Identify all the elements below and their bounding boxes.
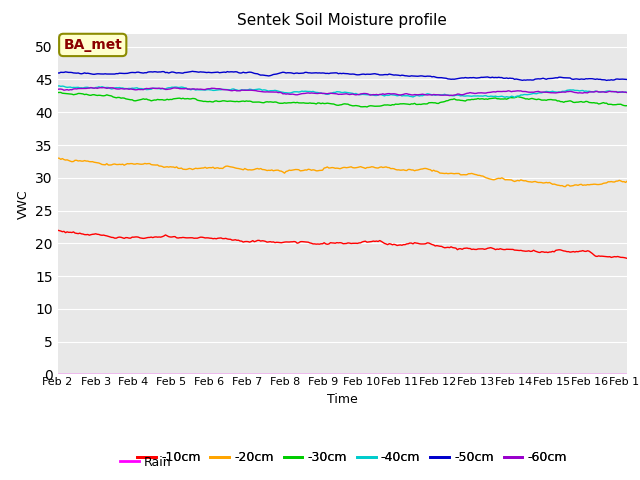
Legend: Rain: Rain	[115, 451, 177, 474]
Title: Sentek Soil Moisture profile: Sentek Soil Moisture profile	[237, 13, 447, 28]
Legend: -10cm, -20cm, -30cm, -40cm, -50cm, -60cm: -10cm, -20cm, -30cm, -40cm, -50cm, -60cm	[132, 446, 572, 469]
Text: BA_met: BA_met	[63, 38, 122, 52]
X-axis label: Time: Time	[327, 393, 358, 406]
Y-axis label: VWC: VWC	[17, 189, 29, 219]
